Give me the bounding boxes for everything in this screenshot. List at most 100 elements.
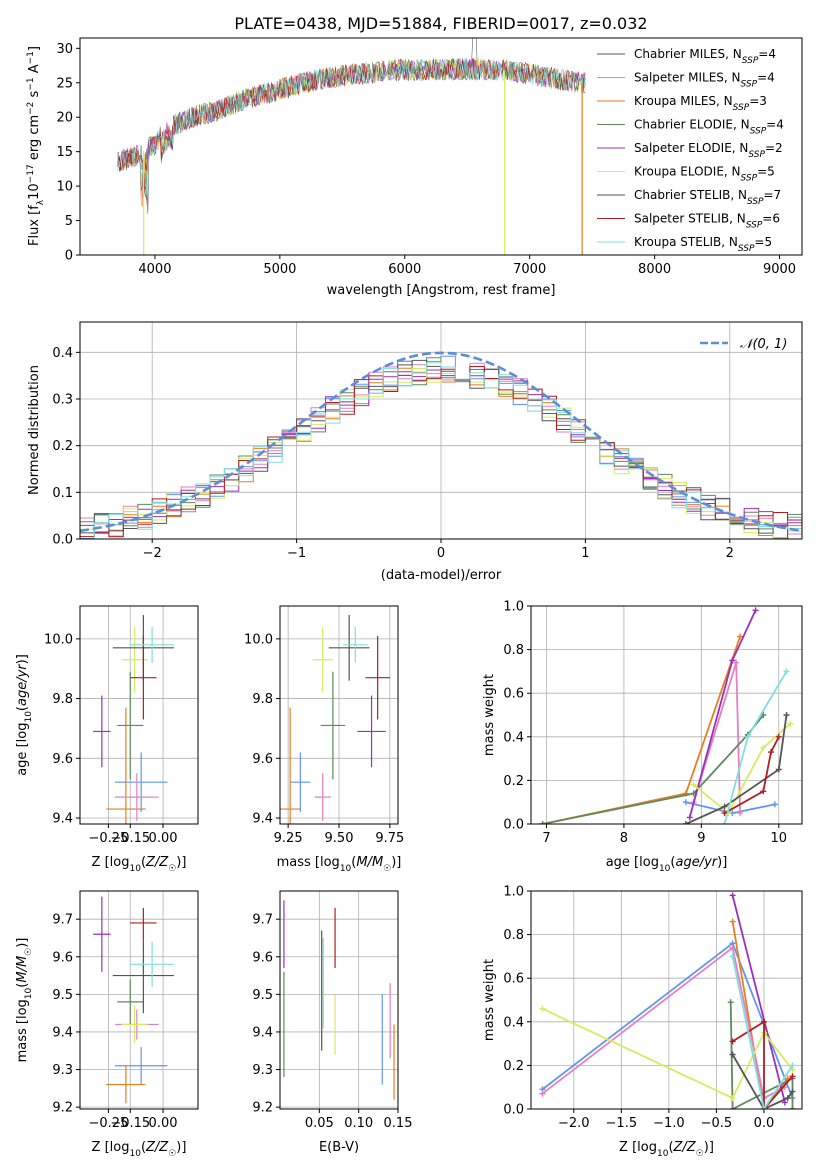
y-axis-label-part: A bbox=[27, 64, 42, 77]
y-tick-label: 0.8 bbox=[503, 643, 524, 658]
x-axis-label-part: ( bbox=[141, 855, 146, 870]
weight-line bbox=[541, 941, 794, 1099]
legend-label-part: =6 bbox=[762, 212, 780, 226]
y-tick-label: 0.1 bbox=[52, 486, 73, 501]
x-tick-label: 9000 bbox=[763, 262, 796, 277]
panel-z-vs-age: −0.25−0.150.009.49.69.810.0Z [log10(Z/Z☉… bbox=[15, 605, 199, 874]
axes-frame bbox=[279, 605, 399, 825]
legend-label-part: Kroupa MILES, N bbox=[634, 94, 733, 108]
x-tick-label: 1 bbox=[581, 546, 589, 561]
y-axis-label-part: 10 bbox=[27, 183, 42, 200]
x-tick-label: −1.0 bbox=[653, 1116, 685, 1131]
x-tick-label: 0.10 bbox=[344, 1116, 373, 1131]
y-tick-label: 5 bbox=[65, 214, 73, 229]
legend-label-part: =4 bbox=[757, 71, 775, 85]
weight-marker bbox=[775, 733, 782, 740]
legend-label-part: Kroupa ELODIE, N bbox=[634, 165, 741, 179]
x-axis-label-part: ☉ bbox=[696, 1149, 704, 1159]
y-axis-label-part: )] bbox=[15, 654, 30, 664]
x-axis-label-part: E(B-V) bbox=[319, 1140, 359, 1155]
x-tick-label: 8000 bbox=[638, 262, 671, 277]
y-tick-label: 9.2 bbox=[252, 1101, 273, 1116]
x-tick-label: 0.0 bbox=[754, 1116, 775, 1131]
x-axis-label-part: ( bbox=[351, 855, 356, 870]
x-axis-label: Z [log10(Z/Z☉)] bbox=[92, 855, 187, 874]
x-tick-label: −2 bbox=[143, 546, 162, 561]
plot-area bbox=[280, 606, 398, 824]
weight-marker bbox=[744, 733, 751, 740]
x-axis-label-part: )] bbox=[176, 855, 186, 870]
y-axis-label: mass weight bbox=[482, 959, 497, 1041]
weight-marker bbox=[682, 821, 689, 824]
weight-marker bbox=[781, 1099, 788, 1106]
legend-label-part: =5 bbox=[754, 235, 772, 249]
legend-label: Salpeter MILES, NSSP=4 bbox=[634, 71, 775, 90]
x-tick-label: 0.15 bbox=[384, 1116, 413, 1131]
y-tick-label: 0.0 bbox=[503, 818, 524, 833]
y-tick-label: 0.0 bbox=[52, 533, 73, 548]
weight-line bbox=[685, 714, 788, 824]
x-axis-label-part: mass [log bbox=[277, 855, 340, 870]
legend-label-part: Chabrier ELODIE, N bbox=[634, 118, 750, 132]
x-axis-label-part: ( bbox=[670, 855, 675, 870]
weight-marker bbox=[539, 1005, 546, 1012]
y-tick-label: 9.4 bbox=[52, 812, 73, 827]
x-tick-label: 0 bbox=[437, 546, 445, 561]
y-axis-label-part: 10 bbox=[24, 711, 34, 723]
legend-label-part: SSP bbox=[750, 127, 767, 137]
legend-label: 𝒩(0, 1) bbox=[740, 337, 787, 352]
weight-marker bbox=[760, 1018, 767, 1025]
x-axis-label: wavelength [Angstrom, rest frame] bbox=[327, 283, 556, 298]
x-tick-label: −0.5 bbox=[701, 1116, 733, 1131]
axes-frame bbox=[279, 890, 399, 1110]
plot-area bbox=[80, 322, 802, 539]
panel-ebv-vs-mass: 0.05 0.10 0.15 9.2 9.3 9.4 9.5 9.6 9.7 E(B-V) bbox=[252, 890, 413, 1155]
y-axis-label-part: −17 bbox=[26, 164, 36, 183]
legend-label-part: =4 bbox=[758, 47, 776, 61]
y-axis-label-part: M/M bbox=[15, 956, 30, 983]
x-axis-label-part: Z [log bbox=[92, 1140, 130, 1155]
y-tick-label: 10.0 bbox=[44, 632, 73, 647]
spectrum-line bbox=[117, 58, 586, 193]
x-axis-label-part: Z [log bbox=[619, 1140, 657, 1155]
y-tick-label: 0.0 bbox=[503, 1103, 524, 1118]
legend-label-part: =7 bbox=[764, 188, 782, 202]
y-tick-label: 0.6 bbox=[503, 687, 524, 702]
weight-marker bbox=[760, 744, 767, 751]
legend-label-part: =4 bbox=[766, 118, 784, 132]
legend-label: Salpeter STELIB, NSSP=6 bbox=[634, 212, 780, 231]
x-axis-label: Z [log10(Z/Z☉)] bbox=[619, 1140, 714, 1159]
x-tick-label: 0.00 bbox=[149, 831, 178, 846]
x-tick-label: −0.15 bbox=[110, 831, 150, 846]
y-axis-label-part: −1 bbox=[26, 51, 36, 64]
y-axis-label-part: λ bbox=[36, 199, 46, 205]
panel-mass-vs-age: 9.25 9.50 9.75 9.4 9.6 9.8 10.0 mass [log10(M/M… bbox=[244, 605, 404, 874]
x-tick-label: 9.25 bbox=[274, 831, 303, 846]
x-tick-label: −1.5 bbox=[606, 1116, 638, 1131]
weight-marker bbox=[783, 712, 790, 718]
weight-line bbox=[724, 736, 780, 814]
x-axis-label-part: )] bbox=[391, 855, 401, 870]
x-axis-label: Z [log10(Z/Z☉)] bbox=[92, 1140, 187, 1159]
x-axis-label-part: ☉ bbox=[168, 864, 176, 874]
y-tick-label: 0.6 bbox=[503, 972, 524, 987]
x-axis-label-part: ☉ bbox=[168, 1149, 176, 1159]
plot-area bbox=[117, 38, 586, 255]
weight-marker bbox=[686, 814, 693, 821]
legend-label: Kroupa MILES, NSSP=3 bbox=[634, 94, 767, 113]
y-axis-label: mass weight bbox=[482, 674, 497, 756]
y-tick-label: 9.3 bbox=[52, 1063, 73, 1078]
weight-marker bbox=[729, 1051, 736, 1058]
weight-marker bbox=[729, 892, 736, 899]
y-axis-label-part: mass [log bbox=[15, 999, 30, 1062]
y-axis-label-part: ( bbox=[15, 983, 30, 988]
legend-label: Chabrier MILES, NSSP=4 bbox=[634, 47, 776, 66]
weight-line bbox=[693, 723, 791, 815]
weight-marker bbox=[787, 720, 794, 727]
x-tick-label: 5000 bbox=[263, 262, 296, 277]
y-axis-label: Normed distribution bbox=[27, 365, 42, 495]
x-tick-label: 9.50 bbox=[325, 831, 354, 846]
x-tick-label: 0.00 bbox=[149, 1116, 178, 1131]
legend-label-part: SSP bbox=[733, 103, 750, 113]
